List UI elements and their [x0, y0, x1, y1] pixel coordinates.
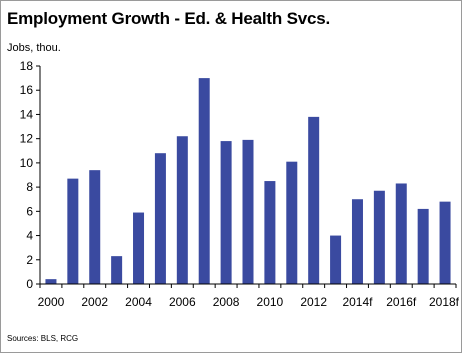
- bar-2005: [154, 153, 166, 284]
- y-axis: 0 2 4 6 8 10 12 14 16 18: [20, 59, 41, 291]
- y-tick-label: 16: [20, 83, 34, 97]
- y-tick-label: 0: [26, 277, 33, 291]
- x-tick-label: 2012: [300, 295, 327, 309]
- bar-2017f: [417, 208, 429, 284]
- bar-2009: [242, 139, 254, 284]
- y-tick-label: 14: [20, 107, 34, 121]
- x-tick-label: 2004: [125, 295, 152, 309]
- bar-2015f: [373, 190, 385, 284]
- bar-2007: [198, 78, 210, 284]
- x-tick-label: 2010: [257, 295, 284, 309]
- bar-2006: [176, 136, 188, 284]
- y-axis-label: Jobs, thou.: [7, 42, 61, 54]
- x-tick-label: 2018f: [429, 295, 460, 309]
- bar-2013: [330, 235, 342, 284]
- bar-2001: [67, 178, 79, 284]
- bar-2016f: [395, 183, 407, 284]
- chart-title: Employment Growth - Ed. & Health Svcs.: [7, 9, 331, 28]
- source-note: Sources: BLS, RCG: [7, 334, 79, 343]
- y-tick-label: 10: [20, 156, 34, 170]
- y-tick-label: 2: [26, 253, 33, 267]
- y-tick-label: 18: [20, 59, 34, 73]
- bar-2008: [220, 141, 232, 284]
- y-tick-label: 6: [26, 204, 33, 218]
- y-tick-label: 4: [26, 229, 33, 243]
- bar-2003: [111, 256, 123, 284]
- x-tick-label: 2002: [81, 295, 108, 309]
- y-tick-label: 8: [26, 180, 33, 194]
- x-tick-label: 2016f: [386, 295, 417, 309]
- bar-2004: [133, 212, 145, 284]
- bar-2010: [264, 181, 276, 284]
- bar-2011: [286, 161, 298, 284]
- x-tick-label: 2006: [169, 295, 196, 309]
- bar-2018f: [439, 201, 451, 284]
- x-axis: 2000 2002 2004 2006 2008 2010 2012 2014f 2016f 20…: [38, 283, 460, 309]
- bar-2014f: [351, 199, 363, 284]
- bar-2012: [308, 116, 320, 285]
- x-tick-label: 2014f: [342, 295, 373, 309]
- bar-2002: [89, 170, 101, 284]
- bar-2000: [45, 279, 57, 284]
- x-tick-label: 2008: [213, 295, 240, 309]
- y-tick-label: 12: [20, 132, 34, 146]
- x-tick-label: 2000: [38, 295, 65, 309]
- bars-group: [45, 78, 451, 285]
